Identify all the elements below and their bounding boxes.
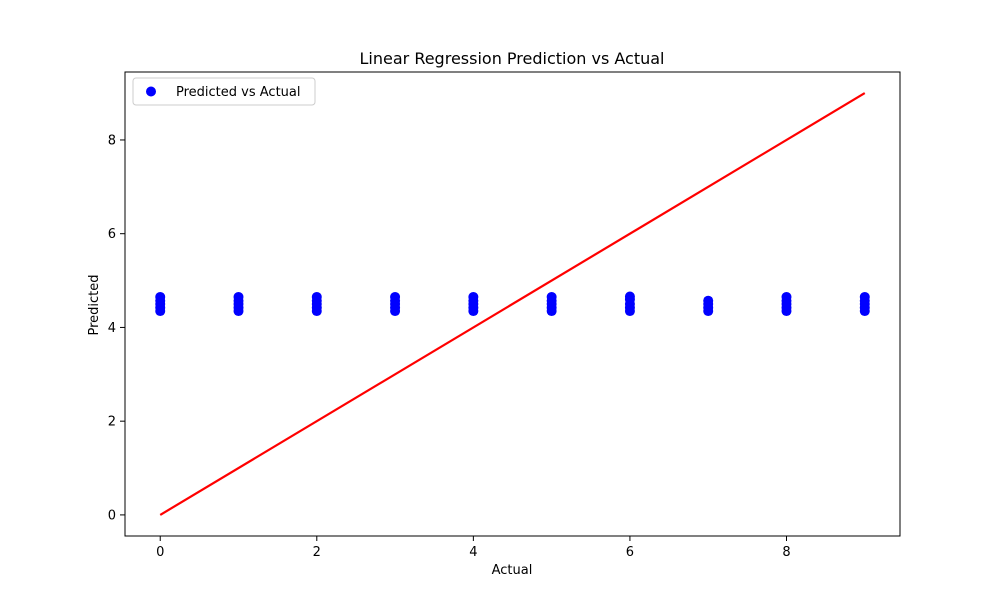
x-axis-label: Actual [492, 563, 533, 578]
scatter-point [624, 291, 635, 302]
scatter-point [546, 291, 557, 302]
y-axis-label: Predicted [87, 274, 102, 335]
scatter-point [155, 291, 166, 302]
scatter-point [468, 291, 479, 302]
legend-box [132, 77, 316, 106]
chart-title: Linear Regression Prediction vs Actual [360, 49, 665, 68]
y-tick-label: 4 [108, 321, 116, 336]
scatter-point [233, 291, 244, 302]
y-tick-label: 0 [108, 508, 116, 523]
x-tick-label: 4 [469, 545, 477, 560]
scatter-point [859, 291, 870, 302]
y-tick-label: 2 [108, 415, 116, 430]
scatter-point [390, 291, 401, 302]
x-tick-label: 0 [156, 545, 164, 560]
reference-line [159, 92, 866, 516]
y-tick-label: 6 [108, 227, 116, 242]
scatter-point [703, 295, 714, 306]
legend-label: Predicted vs Actual [176, 85, 300, 100]
scatter-point [311, 291, 322, 302]
x-tick-label: 8 [782, 545, 790, 560]
x-tick-label: 2 [313, 545, 321, 560]
legend-marker [146, 86, 156, 97]
plot-area: 0 2 4 6 8 0 2 4 6 8 [108, 71, 901, 560]
plot-frame [124, 71, 901, 537]
legend: Predicted vs Actual [132, 77, 316, 106]
y-tick-label: 8 [108, 133, 116, 148]
scatter-point [781, 291, 792, 302]
x-tick-label: 6 [626, 545, 634, 560]
